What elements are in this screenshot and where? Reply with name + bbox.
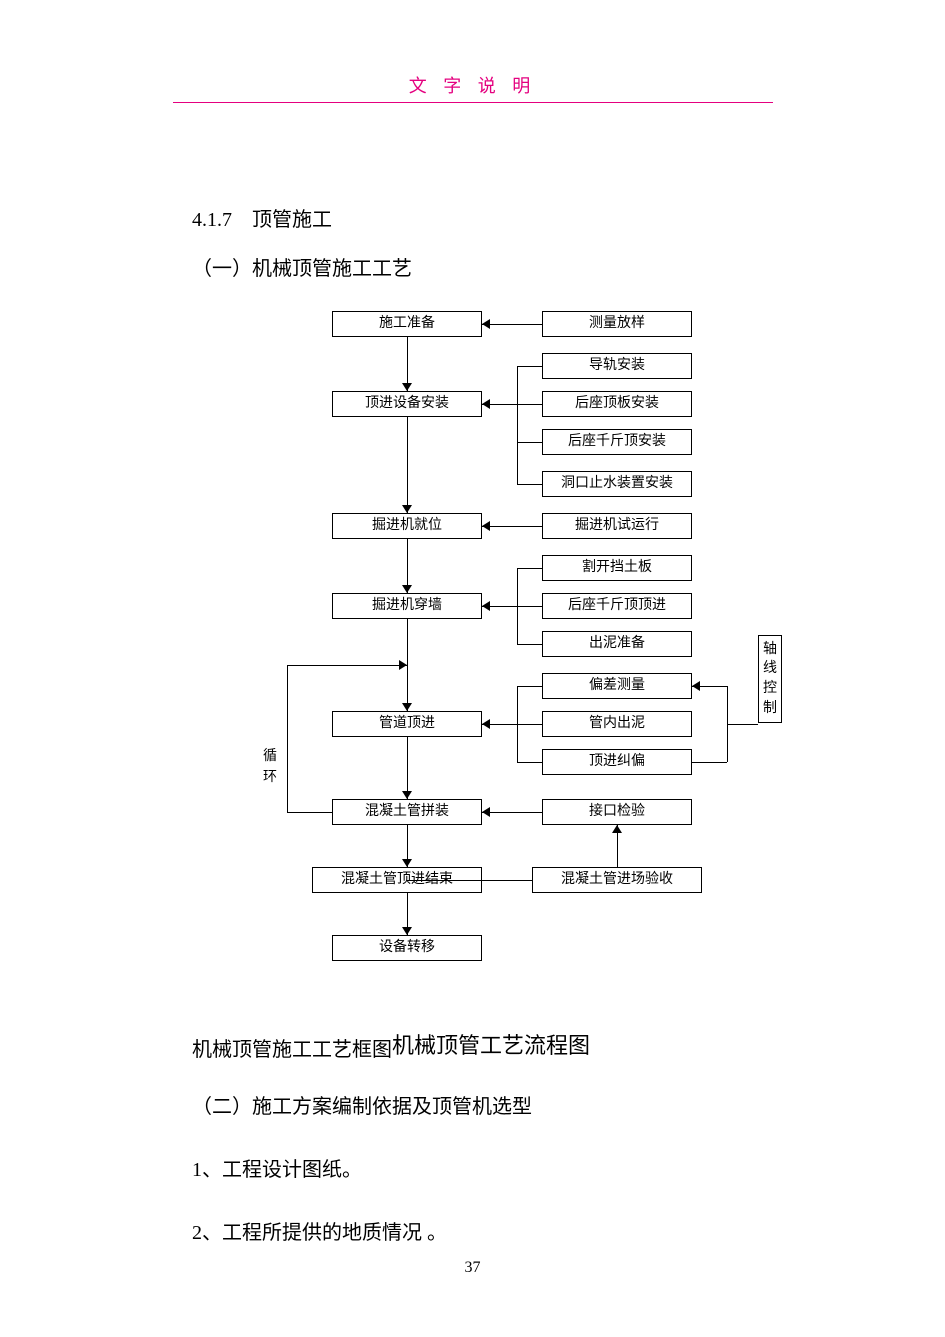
flow-node-n11: 掘进机穿墙 <box>332 593 482 619</box>
axis-control-box: 轴 线 控 制 <box>758 635 782 723</box>
list-item-1: 1、工程设计图纸。 <box>192 1151 795 1189</box>
flow-node-n1: 施工准备 <box>332 311 482 337</box>
section-heading: 4.1.7 顶管施工 <box>192 203 795 232</box>
flow-node-n19: 接口检验 <box>542 799 692 825</box>
flow-node-n18: 混凝土管拼装 <box>332 799 482 825</box>
flow-node-n7: 洞口止水装置安装 <box>542 471 692 497</box>
flow-node-n14: 偏差测量 <box>542 673 692 699</box>
flow-node-n17: 顶进纠偏 <box>542 749 692 775</box>
flow-node-n15: 管道顶进 <box>332 711 482 737</box>
caption-row: 机械顶管施工工艺框图机械顶管工艺流程图 <box>192 1031 795 1063</box>
loop-label: 循环 <box>262 746 278 788</box>
section-title: 顶管施工 <box>252 209 332 231</box>
flow-node-n5: 后座顶板安装 <box>542 391 692 417</box>
flow-node-n9: 掘进机试运行 <box>542 513 692 539</box>
flow-node-n3: 导轨安装 <box>542 353 692 379</box>
content-area: 4.1.7 顶管施工 （一）机械顶管施工工艺 施工准备 测量放样导轨安装顶进设备安… <box>0 203 945 1252</box>
flow-node-n12: 后座千斤顶顶进 <box>542 593 692 619</box>
page-header: 文 字 说 明 <box>0 0 945 98</box>
caption-1: 机械顶管施工工艺框图 <box>192 1039 392 1061</box>
flow-node-n6: 后座千斤顶安装 <box>542 429 692 455</box>
subsection-1: （一）机械顶管施工工艺 <box>192 252 795 281</box>
list-item-2: 2、工程所提供的地质情况 。 <box>192 1214 795 1252</box>
flow-node-n4: 顶进设备安装 <box>332 391 482 417</box>
flow-node-n21: 混凝土管进场验收 <box>532 867 702 893</box>
page-number: 37 <box>0 1259 945 1277</box>
flow-node-n10: 割开挡土板 <box>542 555 692 581</box>
caption-2: 机械顶管工艺流程图 <box>392 1033 590 1058</box>
subsection-2: （二）施工方案编制依据及顶管机选型 <box>192 1088 795 1126</box>
section-number: 4.1.7 <box>192 209 232 231</box>
header-divider <box>173 102 773 103</box>
flowchart-diagram: 施工准备测量放样导轨安装顶进设备安装后座顶板安装后座千斤顶安装洞口止水装置安装掘… <box>242 311 802 1011</box>
flow-node-n16: 管内出泥 <box>542 711 692 737</box>
flow-node-n22: 设备转移 <box>332 935 482 961</box>
flow-node-n13: 出泥准备 <box>542 631 692 657</box>
flow-node-n8: 掘进机就位 <box>332 513 482 539</box>
flow-node-n2: 测量放样 <box>542 311 692 337</box>
